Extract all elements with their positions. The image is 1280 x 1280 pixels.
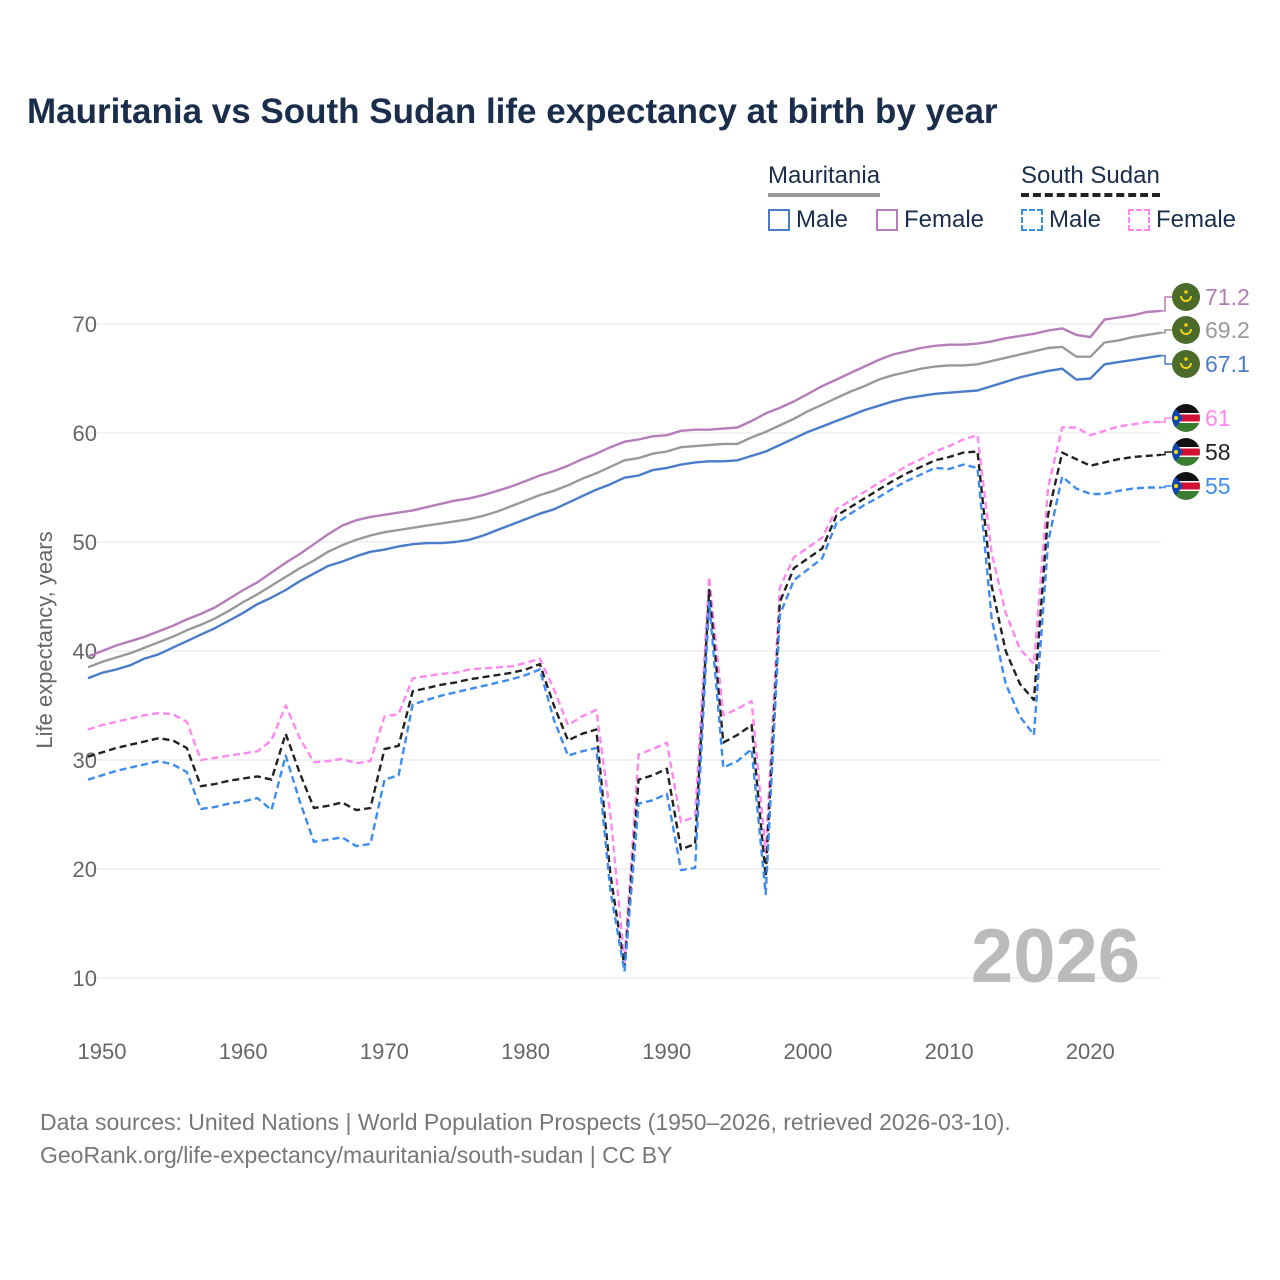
end-label-value: 69.2 (1205, 317, 1250, 343)
y-tick-label: 70 (73, 312, 97, 337)
legend-swatch (876, 209, 898, 231)
flag-star (1174, 484, 1178, 488)
series-line-mauritania-total (87, 331, 1162, 669)
flag-star (1174, 416, 1178, 420)
legend-item-south-sudan-female[interactable]: Female (1128, 206, 1236, 234)
flag-star (1184, 290, 1188, 294)
y-tick-label: 40 (73, 639, 97, 664)
end-label-connector (1161, 451, 1172, 456)
flag-crescent (1180, 295, 1192, 302)
flag-triangle (1172, 438, 1183, 466)
flag-band-white (1172, 447, 1200, 449)
y-tick-label: 20 (73, 857, 97, 882)
legend-group-mauritania: Mauritania (768, 162, 881, 197)
year-watermark: 2026 (971, 914, 1140, 999)
x-tick-label: 1980 (501, 1039, 550, 1064)
flag-triangle (1172, 472, 1183, 500)
legend-group-title: Mauritania (768, 162, 881, 197)
series-line-south-sudan-female (87, 420, 1161, 963)
footer-url[interactable]: GeoRank.org/life-expectancy/mauritania/s… (40, 1142, 673, 1168)
flag-star (1174, 450, 1178, 454)
flag-body (1172, 438, 1200, 466)
legend-label: Female (1156, 206, 1237, 233)
flag-band-white (1172, 489, 1200, 491)
end-label-value: 61 (1205, 405, 1231, 431)
legend-item-mauritania-male[interactable]: Male (768, 206, 848, 234)
flag-triangle (1172, 404, 1183, 432)
x-tick-label: 2010 (925, 1039, 974, 1064)
flag-disc (1172, 316, 1200, 344)
x-tick-label: 1960 (219, 1039, 268, 1064)
grid-lines (88, 323, 1161, 979)
end-label-connector (1161, 296, 1172, 312)
flag-crescent (1180, 362, 1192, 369)
flag-band-white (1172, 455, 1200, 457)
x-axis-ticks: 1950 1960 1970 1980 1990 2000 2010 2020 (78, 1039, 1115, 1064)
y-tick-label: 30 (73, 748, 97, 773)
flag-disc (1172, 283, 1200, 311)
series-line-mauritania-male (87, 354, 1162, 680)
y-tick-label: 50 (73, 530, 97, 555)
y-axis-label: Life expectancy, years (32, 531, 57, 748)
flag-body (1172, 472, 1200, 500)
legend-item-south-sudan-male[interactable]: Male (1021, 206, 1101, 234)
south-sudan-flag-icon (1172, 472, 1200, 500)
legend-label: Male (796, 206, 849, 233)
flag-band-white (1172, 413, 1200, 415)
flag-disc (1172, 350, 1200, 378)
end-label-value: 71.2 (1205, 284, 1250, 310)
flag-crescent (1180, 328, 1192, 335)
y-tick-label: 60 (73, 421, 97, 446)
flag-stripe-green (1172, 423, 1200, 432)
y-tick-label: 10 (73, 966, 97, 991)
end-labels: 71.2 69.2 67.1 61 58 55 (1161, 283, 1250, 500)
end-label-value: 55 (1205, 473, 1231, 499)
flag-stripe-red (1172, 448, 1200, 456)
flag-star (1184, 357, 1188, 361)
x-tick-label: 1950 (78, 1039, 127, 1064)
legend-group-south-sudan: South Sudan (1021, 162, 1160, 197)
x-tick-label: 2000 (783, 1039, 832, 1064)
flag-band-white (1172, 421, 1200, 423)
legend-label: Male (1049, 206, 1102, 233)
legend-group-title: South Sudan (1021, 162, 1160, 197)
x-tick-label: 1970 (360, 1039, 409, 1064)
flag-stripe-green (1172, 491, 1200, 500)
legend-swatch (1128, 209, 1150, 231)
y-axis-ticks: 10 20 30 40 50 60 70 (73, 312, 97, 991)
x-tick-label: 1990 (642, 1039, 691, 1064)
legend-label: Female (904, 206, 985, 233)
south-sudan-flag-icon (1172, 404, 1200, 432)
flag-band-white (1172, 481, 1200, 483)
south-sudan-flag-icon (1172, 438, 1200, 466)
flag-stripe-red (1172, 414, 1200, 422)
end-label-connector (1161, 417, 1172, 423)
end-label-connector (1161, 354, 1172, 365)
x-tick-label: 2020 (1066, 1039, 1115, 1064)
flag-body (1172, 404, 1200, 432)
flag-stripe-green (1172, 457, 1200, 466)
mauritania-flag-icon (1172, 316, 1200, 344)
legend-swatch (768, 209, 790, 231)
legend-item-mauritania-female[interactable]: Female (876, 206, 984, 234)
mauritania-flag-icon (1172, 350, 1200, 378)
flag-stripe-black (1172, 404, 1200, 414)
chart-title: Mauritania vs South Sudan life expectanc… (27, 92, 998, 131)
flag-star (1184, 323, 1188, 327)
end-label-connector (1161, 485, 1172, 489)
footer-source: Data sources: United Nations | World Pop… (40, 1109, 1011, 1135)
end-label-connector (1161, 329, 1172, 334)
flag-stripe-black (1172, 472, 1200, 482)
series-line-mauritania-female (87, 309, 1162, 658)
legend-swatch (1021, 209, 1043, 231)
end-label-value: 67.1 (1205, 351, 1250, 377)
flag-stripe-black (1172, 438, 1200, 448)
flag-stripe-red (1172, 482, 1200, 490)
series-lines (87, 309, 1162, 973)
mauritania-flag-icon (1172, 283, 1200, 311)
series-line-south-sudan-male (87, 463, 1161, 973)
footer: Data sources: United Nations | World Pop… (40, 1106, 1011, 1172)
series-line-south-sudan-total (87, 450, 1162, 969)
end-label-value: 58 (1205, 439, 1231, 465)
